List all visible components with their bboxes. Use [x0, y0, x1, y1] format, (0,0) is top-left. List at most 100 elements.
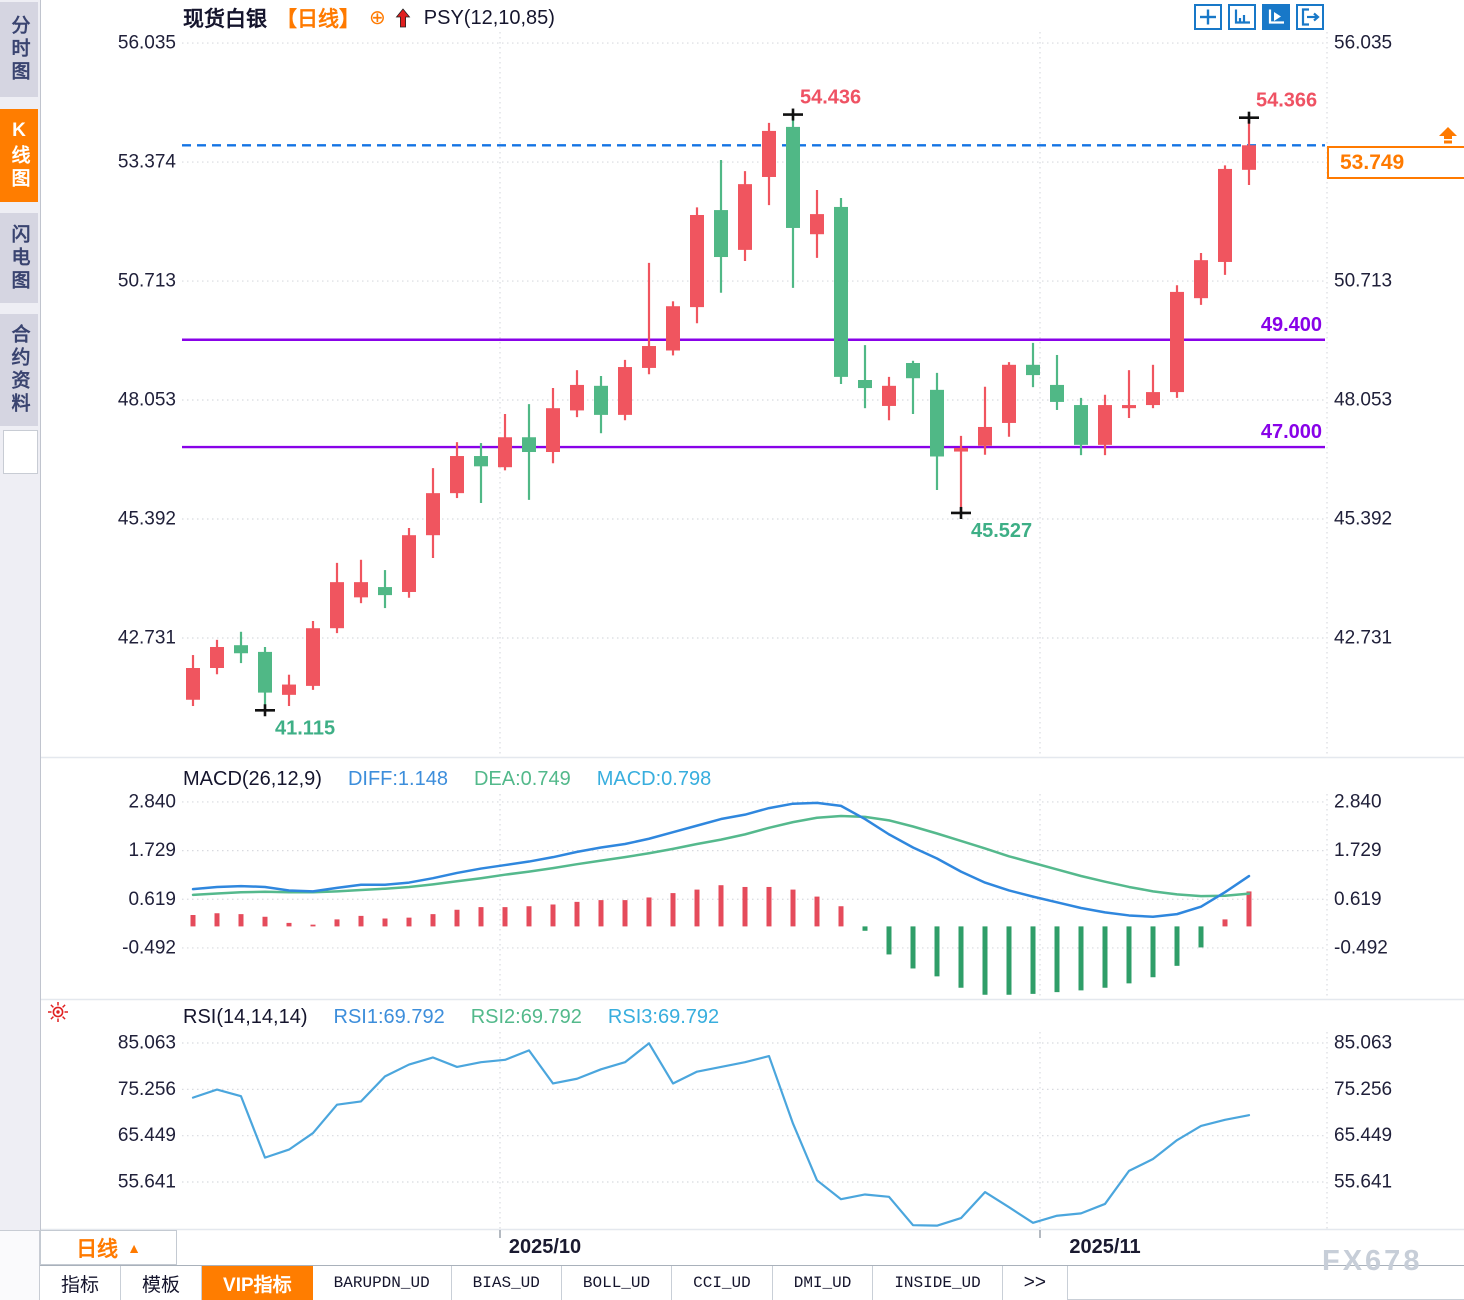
macd-hist-bar: [790, 889, 796, 927]
macd-hist-bar: [286, 922, 292, 927]
candle-body: [1194, 260, 1208, 299]
axis-label: 2.840: [1334, 791, 1382, 812]
chart-type-icon[interactable]: [1262, 4, 1290, 30]
sidebar-tab-kline-chart[interactable]: K线图: [0, 109, 38, 202]
axis-label: 55.641: [118, 1172, 176, 1193]
macd-hist-bar: [886, 926, 892, 955]
macd-hist-bar: [958, 926, 964, 988]
exit-fullscreen-icon[interactable]: [1296, 4, 1324, 30]
macd-hist-bar: [742, 886, 748, 927]
macd-hist-bar: [766, 886, 772, 927]
axis-label: 48.053: [1334, 390, 1392, 411]
macd-hist-bar: [982, 926, 988, 995]
candle-body: [1170, 291, 1184, 393]
tab-vip-indicators[interactable]: VIP指标: [202, 1266, 313, 1300]
high-annotation: 54.366: [1256, 90, 1317, 112]
axis-label: 75.256: [1334, 1079, 1392, 1100]
add-indicator-icon[interactable]: ⊕: [369, 7, 386, 29]
candle-body: [1098, 405, 1112, 445]
axis-label: 45.392: [1334, 508, 1392, 529]
tab-more[interactable]: >>: [1003, 1266, 1068, 1300]
macd-hist-bar: [454, 909, 460, 927]
timeframe-label[interactable]: 【日线】: [276, 8, 360, 31]
macd-hist-value: MACD:0.798: [596, 768, 712, 790]
candle-body: [282, 684, 296, 695]
macd-hist-bar: [1174, 926, 1180, 966]
tab-dmi-ud[interactable]: DMI_UD: [773, 1266, 874, 1300]
macd-hist-bar: [862, 926, 868, 931]
candle-body: [1218, 168, 1232, 262]
macd-hist-bar: [1198, 926, 1204, 948]
candle-body: [306, 628, 320, 686]
macd-params[interactable]: MACD(26,12,9): [183, 768, 322, 790]
macd-hist-bar: [406, 917, 412, 927]
candle-body: [1050, 384, 1064, 402]
tab-boll-ud[interactable]: BOLL_UD: [562, 1266, 673, 1300]
candle-body: [522, 437, 536, 453]
price-level-label: 47.000: [1261, 421, 1322, 443]
sidebar-tab-contract-info[interactable]: 合约资料: [0, 314, 38, 426]
macd-hist-bar: [1246, 891, 1252, 927]
x-axis-label-nov: 2025/11: [1069, 1236, 1141, 1258]
timeframe-value: 日线: [76, 1237, 119, 1261]
candle-body: [354, 582, 368, 598]
axis-label: 1.729: [128, 840, 176, 861]
candle-body: [1146, 392, 1160, 406]
candle-body: [642, 346, 656, 368]
axis-label: 2.840: [128, 791, 176, 812]
axis-label: 53.374: [118, 152, 177, 173]
candle-body: [762, 130, 776, 177]
tab-inside-ud[interactable]: INSIDE_UD: [873, 1266, 1003, 1300]
candle-body: [1122, 405, 1136, 409]
high-annotation: 54.436: [800, 87, 861, 109]
pan-move-icon[interactable]: [1194, 4, 1222, 30]
tab-indicators[interactable]: 指标: [40, 1266, 122, 1300]
indicator-name[interactable]: PSY(12,10,85): [423, 6, 555, 29]
candle-body: [978, 426, 992, 446]
rsi-params[interactable]: RSI(14,14,14): [183, 1006, 308, 1028]
candle-body: [858, 380, 872, 389]
candle-body: [474, 456, 488, 467]
tab-barupdn-ud[interactable]: BARUPDN_UD: [313, 1266, 452, 1300]
candle-body: [186, 668, 200, 700]
candle-body: [714, 210, 728, 258]
macd-hist-bar: [1150, 926, 1156, 978]
axis-label: 42.731: [118, 627, 176, 648]
macd-hist-bar: [910, 926, 916, 969]
timeframe-selector[interactable]: 日线 ▲: [40, 1230, 177, 1265]
left-sidebar: 分时图 K线图 闪电图 合约资料: [0, 0, 41, 1300]
macd-hist-bar: [574, 901, 580, 927]
macd-hist-bar: [358, 915, 364, 927]
candle-body: [690, 214, 704, 308]
axis-label: 0.619: [128, 889, 176, 910]
axis-label: -0.492: [1334, 937, 1388, 958]
axis-label: 65.449: [118, 1125, 176, 1146]
candle-body: [1002, 364, 1016, 423]
sidebar-tab-timeline-chart[interactable]: 分时图: [0, 2, 38, 97]
axis-label: 50.713: [118, 271, 176, 292]
candle-body: [594, 385, 608, 415]
sidebar-tab-flash-chart[interactable]: 闪电图: [0, 213, 38, 303]
caret-up-icon: ▲: [127, 1239, 141, 1256]
last-price-badge[interactable]: 53.749: [1327, 146, 1464, 179]
macd-hist-bar: [310, 924, 316, 927]
candle-body: [930, 389, 944, 457]
macd-hist-bar: [1078, 926, 1084, 991]
axis-label: -0.492: [122, 937, 176, 958]
tab-bias-ud[interactable]: BIAS_UD: [452, 1266, 562, 1300]
axis-label: 0.619: [1334, 889, 1382, 910]
macd-hist-bar: [1030, 926, 1036, 994]
axis-scale-icon[interactable]: [1228, 4, 1256, 30]
axis-label: 75.256: [118, 1079, 176, 1100]
tab-cci-ud[interactable]: CCI_UD: [672, 1266, 773, 1300]
x-axis-label-oct: 2025/10: [508, 1236, 582, 1258]
rsi1-value: RSI1:69.792: [333, 1006, 445, 1028]
alert-burst-icon[interactable]: [47, 1001, 69, 1023]
axis-label: 42.731: [1334, 627, 1392, 648]
tab-templates[interactable]: 模板: [121, 1266, 203, 1300]
fx678-watermark: FX678: [1322, 1245, 1423, 1277]
candle-body: [210, 646, 224, 669]
candle-body: [834, 206, 848, 377]
